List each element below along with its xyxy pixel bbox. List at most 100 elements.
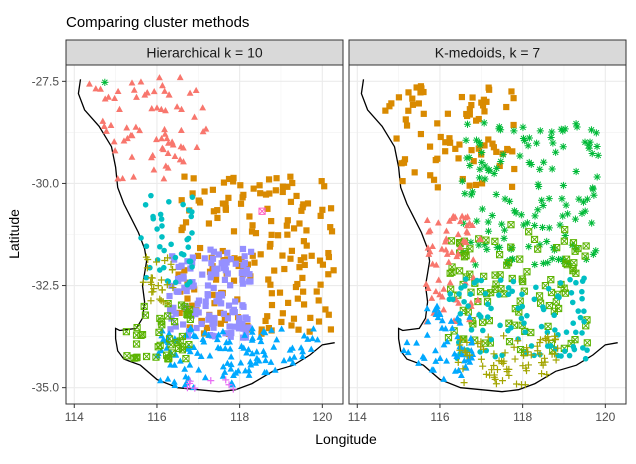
data-point: [544, 322, 552, 331]
data-point: [281, 265, 288, 273]
data-point: [552, 356, 560, 364]
data-point: [288, 247, 296, 254]
data-point: [232, 256, 239, 263]
data-point: [462, 349, 470, 357]
data-point: [467, 238, 475, 246]
data-point: [588, 219, 596, 227]
data-point: [248, 328, 256, 335]
data-point: [524, 348, 532, 356]
data-point: [116, 105, 123, 113]
data-point: [493, 366, 501, 374]
data-point: [219, 200, 226, 207]
data-point: [507, 221, 515, 229]
data-point: [559, 143, 567, 151]
data-point: [227, 365, 235, 372]
data-point: [491, 237, 499, 245]
data-point: [175, 263, 182, 271]
data-point: [517, 211, 525, 219]
data-point: [484, 333, 492, 341]
data-point: [268, 217, 275, 225]
data-point: [411, 169, 418, 176]
data-point: [569, 299, 576, 306]
data-point: [523, 367, 531, 375]
data-point: [440, 341, 448, 348]
data-point: [156, 267, 163, 273]
data-point: [225, 381, 233, 389]
data-point: [454, 250, 462, 257]
data-point: [246, 213, 253, 220]
data-point: [453, 352, 461, 360]
data-point: [211, 266, 218, 273]
data-point: [497, 157, 505, 166]
data-point: [523, 344, 531, 352]
data-point: [538, 370, 546, 378]
data-point: [252, 359, 260, 366]
data-point: [139, 278, 147, 286]
data-point: [163, 134, 171, 142]
data-point: [445, 258, 453, 265]
data-point: [211, 319, 218, 326]
data-point: [476, 165, 484, 173]
data-point: [459, 219, 467, 227]
data-point: [217, 344, 224, 352]
data-point: [551, 336, 559, 344]
data-point: [271, 366, 279, 373]
data-point: [460, 237, 468, 244]
data-point: [199, 335, 207, 342]
data-point: [490, 169, 498, 178]
data-point: [246, 358, 254, 365]
data-point: [423, 216, 431, 223]
data-point: [180, 321, 187, 328]
data-point: [386, 103, 393, 110]
data-point: [202, 302, 209, 310]
data-point: [403, 338, 411, 346]
data-point: [432, 347, 439, 354]
data-point: [442, 139, 449, 146]
data-point: [426, 227, 434, 234]
data-point: [328, 228, 336, 235]
data-point: [201, 255, 208, 262]
data-point: [101, 95, 109, 102]
data-point: [268, 301, 276, 309]
data-point: [575, 195, 583, 203]
data-point: [404, 348, 412, 356]
data-point: [490, 350, 498, 358]
data-point: [462, 363, 470, 370]
data-point: [177, 143, 185, 150]
data-point: [569, 264, 577, 273]
data-point: [562, 348, 568, 354]
data-point: [218, 292, 226, 299]
data-point: [504, 145, 511, 153]
data-point: [128, 153, 136, 160]
data-point: [303, 227, 310, 234]
data-point: [261, 368, 269, 376]
data-point: [472, 181, 480, 189]
data-point: [188, 302, 196, 309]
data-point: [417, 83, 425, 90]
data-point: [201, 188, 208, 195]
data-point: [415, 359, 422, 366]
data-point: [447, 317, 455, 324]
data-point: [482, 290, 489, 297]
data-point: [239, 276, 246, 283]
data-point: [226, 323, 233, 330]
data-point: [519, 291, 525, 298]
data-point: [554, 255, 563, 264]
data-point: [148, 288, 156, 296]
data-point: [165, 91, 173, 98]
data-point: [226, 345, 234, 352]
data-point: [496, 162, 503, 170]
data-point: [184, 345, 192, 352]
data-point: [293, 192, 300, 200]
data-point: [288, 322, 295, 329]
data-point: [195, 366, 203, 373]
data-point: [220, 179, 228, 186]
data-point: [243, 266, 250, 273]
data-point: [488, 336, 495, 343]
data-point: [265, 276, 272, 283]
points-1: [86, 73, 337, 393]
data-point: [213, 270, 220, 277]
data-point: [581, 275, 587, 282]
data-point: [585, 144, 593, 152]
data-point: [571, 346, 578, 353]
